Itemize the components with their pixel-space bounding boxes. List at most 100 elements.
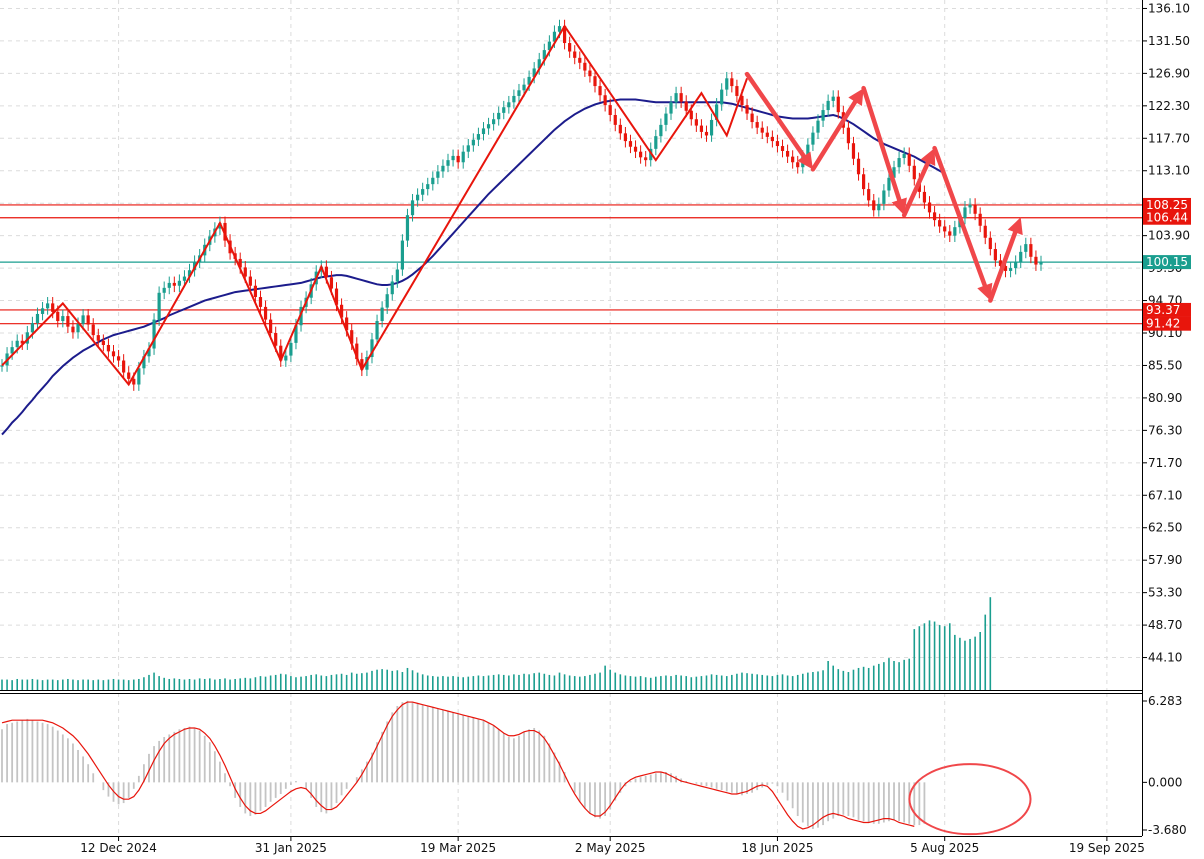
y-tick-label: 131.50 — [1148, 34, 1190, 48]
candle-body — [573, 51, 577, 58]
candle-body — [81, 315, 85, 324]
candle-body — [568, 43, 572, 52]
candle-body — [395, 269, 399, 282]
candle-body — [284, 355, 288, 361]
candle-body — [730, 78, 734, 87]
candle-body — [1029, 244, 1033, 257]
y-tick-label: 103.90 — [1148, 229, 1190, 243]
candle-body — [360, 359, 364, 370]
candle-body — [750, 113, 754, 123]
arrow-head — [1007, 217, 1023, 236]
candle-body — [649, 148, 653, 161]
candle-body — [993, 249, 997, 261]
level-tag-label: 100.15 — [1146, 255, 1188, 269]
candle-body — [263, 306, 268, 320]
candle-body — [167, 282, 171, 288]
candle-body — [826, 100, 830, 111]
candle-body — [745, 105, 749, 114]
candle-body — [887, 177, 891, 191]
candle-body — [618, 124, 622, 134]
candle-body — [238, 258, 242, 268]
candle-body — [775, 141, 780, 147]
candle-body — [679, 93, 683, 102]
level-tag — [1143, 210, 1191, 225]
y-tick-label: 80.90 — [1148, 391, 1182, 405]
candle-body — [436, 171, 440, 178]
candle-body — [780, 146, 785, 151]
candle-body — [664, 113, 668, 125]
candle-body — [274, 333, 278, 346]
candle-body — [796, 162, 800, 168]
arrow-head — [891, 197, 907, 216]
candle-body — [137, 368, 141, 385]
candle-body — [542, 50, 546, 60]
candle-body — [46, 303, 50, 309]
candle-body — [218, 222, 222, 229]
level-tag — [1143, 197, 1191, 212]
candle-body — [811, 132, 815, 145]
candle-body — [943, 226, 947, 232]
candle-body — [385, 294, 389, 308]
candle-body — [973, 204, 977, 214]
candle-body — [963, 207, 967, 219]
candle-body — [51, 303, 55, 312]
price-axis: 136.10 131.50 126.90 122.30 117.70 113.10 108.… — [1142, 1, 1190, 665]
price-series — [0, 19, 1043, 391]
level-tag-label: 93.37 — [1146, 303, 1180, 317]
candle-body — [91, 324, 95, 336]
y-tick-label: 76.30 — [1148, 423, 1182, 437]
chart-frame — [0, 0, 1143, 837]
candle-body — [892, 167, 896, 178]
candle-body — [927, 202, 932, 213]
level-tag-label: 91.42 — [1146, 317, 1180, 331]
candle-body — [785, 150, 790, 157]
candle-body — [603, 95, 607, 106]
candle-body — [223, 222, 227, 241]
candle-body — [689, 110, 693, 120]
y-tick-label: 44.10 — [1148, 651, 1182, 665]
candle-body — [329, 277, 334, 289]
candle-body — [253, 285, 258, 298]
candle-body — [998, 260, 1003, 266]
candle-body — [872, 200, 876, 211]
candle-body — [96, 335, 100, 341]
candle-body — [532, 68, 536, 77]
candle-body — [106, 345, 111, 352]
candle-body — [851, 143, 856, 159]
candle-body — [142, 356, 146, 369]
candle-body — [588, 70, 592, 77]
candle-body — [1034, 256, 1038, 265]
candle-body — [410, 200, 415, 216]
candle-body — [613, 115, 617, 125]
candle-body — [345, 317, 349, 331]
time-axis: 12 Dec 2024 31 Jan 2025 19 Mar 2025 2 May 2… — [80, 836, 1145, 855]
annotation-arrows — [744, 71, 1023, 303]
candle-body — [1024, 244, 1028, 252]
candle-body — [370, 339, 374, 357]
level-tag — [1143, 302, 1191, 317]
arrow-head — [977, 282, 993, 301]
candle-body — [30, 323, 35, 333]
candle-body — [111, 351, 116, 357]
candle-body — [390, 281, 394, 295]
candle-body — [416, 194, 420, 201]
candle-body — [882, 190, 886, 204]
candle-body — [846, 127, 851, 144]
candle-body — [248, 276, 252, 286]
candle-body — [426, 184, 430, 190]
arrow-shaft — [901, 160, 931, 218]
candle-body — [527, 76, 531, 85]
candle-body — [10, 347, 14, 354]
candle-body — [182, 276, 187, 281]
candle-body — [243, 267, 247, 277]
candle-body — [76, 323, 80, 333]
candle-body — [162, 287, 166, 293]
arrow-shaft — [861, 85, 902, 203]
candle-body — [507, 102, 511, 108]
candle-body — [502, 107, 506, 113]
x-tick-label: 5 Aug 2025 — [910, 841, 979, 855]
candle-body — [56, 311, 60, 322]
y-tick-label: 117.70 — [1148, 131, 1190, 145]
